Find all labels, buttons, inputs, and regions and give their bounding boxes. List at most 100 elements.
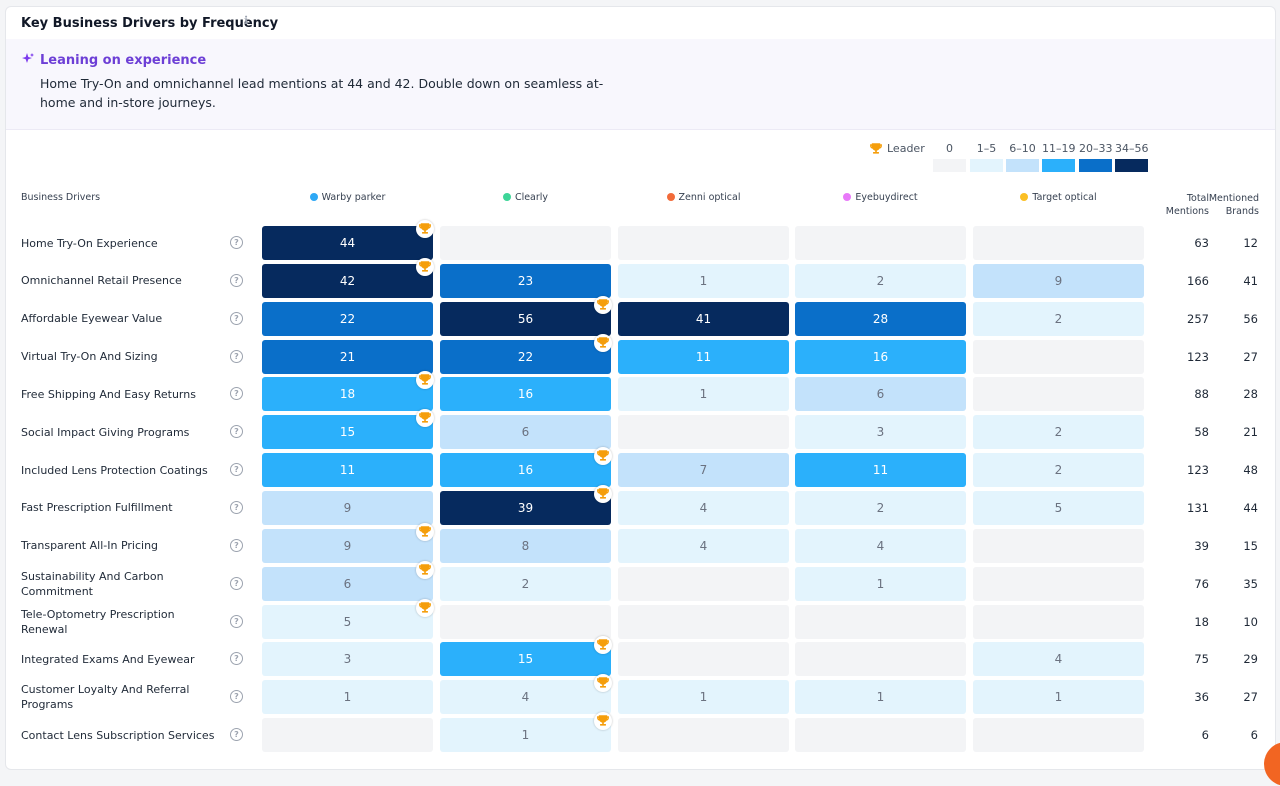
column-header: Target optical [973,192,1144,203]
leader-trophy [416,598,434,617]
heat-cell: 1 [440,718,611,753]
heat-cell [973,377,1144,412]
insight-title: Leaning on experience [40,53,207,68]
heat-cell: 3 [795,415,966,450]
help-icon[interactable]: ? [230,236,243,249]
heat-cell: 6 [440,415,611,450]
legend-bin-label: 34–56 [1115,142,1149,155]
leader-trophy [594,636,612,655]
mentioned-brands: 27 [1243,349,1258,364]
help-icon[interactable]: ? [230,500,243,514]
legend-bin-label: 0 [946,142,953,155]
heat-cell: 4 [795,528,966,563]
heat-cell [795,604,966,639]
column-name: Zenni optical [678,192,741,203]
card-title: Key Business Drivers by Frequency [21,16,279,31]
heat-cell: 1 [795,680,966,715]
mentioned-brands: 12 [1243,236,1258,250]
help-icon[interactable]: ? [230,652,243,666]
help-icon[interactable]: ? [230,614,243,628]
heat-cell [795,642,966,677]
column-header: Eyebuydirect [795,192,966,203]
leader-trophy [416,409,434,428]
heat-cell: 2 [973,415,1144,450]
leader-trophy [594,333,612,352]
heat-cell [618,415,789,450]
heat-cell: 44 [262,226,433,260]
heat-cell: 8 [440,528,611,563]
legend-bin-label: 1–5 [976,142,997,155]
heat-cell [262,718,433,753]
total-mentions: 39 [1194,538,1209,553]
heat-cell: 23 [440,263,611,298]
column-dot [1020,193,1029,201]
heat-cell [973,339,1144,374]
column-header: Warby parker [262,192,433,203]
leader-trophy [594,447,612,466]
heat-cell: 1 [795,566,966,601]
legend-swatch [1042,159,1075,172]
heat-cell: 1 [618,377,789,412]
column-header: Clearly [440,192,611,203]
total-mentions: 63 [1194,236,1209,250]
heat-cell [795,718,966,753]
help-icon[interactable]: ? [230,463,243,477]
heat-cell [618,642,789,677]
row-label: Affordable Eyewear Value [21,312,163,326]
legend-bin-label: 11–19 [1042,142,1076,155]
info-icon[interactable]: ℹ [244,14,249,27]
heat-cell: 56 [440,301,611,336]
total-mentions: 166 [1187,273,1209,288]
help-icon[interactable]: ? [230,387,243,401]
mentioned-brands: 6 [1250,728,1258,743]
help-icon[interactable]: ? [230,576,243,590]
heat-cell [973,604,1144,639]
leader-trophy [416,522,434,541]
heat-cell: 7 [618,453,789,488]
total-mentions: 131 [1187,500,1209,515]
total-mentions: 6 [1201,728,1209,743]
column-name: Target optical [1032,192,1097,203]
column-header: Zenni optical [618,192,789,203]
help-icon[interactable]: ? [230,538,243,552]
row-label: Home Try-On Experience [21,236,158,250]
row-label: Free Shipping And Easy Returns [21,387,196,401]
heat-cell: 6 [262,566,433,601]
card: Key Business Drivers by Frequency ℹ Lean… [5,6,1276,770]
chat-button[interactable] [1264,742,1280,786]
leader-trophy [594,712,612,731]
leader-trophy [594,484,612,503]
help-icon[interactable]: ? [230,349,243,363]
help-icon[interactable]: ? [230,690,243,704]
heat-cell: 3 [262,642,433,677]
row-label: Sustainability And Carbon Commitment [21,569,164,598]
legend-swatch [933,159,966,172]
heat-cell [440,226,611,260]
total-mentions: 18 [1194,614,1209,629]
heat-cell: 22 [440,339,611,374]
help-icon[interactable]: ? [230,311,243,325]
heat-cell: 2 [973,301,1144,336]
mentioned-brands: 56 [1243,311,1258,326]
leader-trophy [416,220,434,238]
heat-cell: 4 [618,490,789,525]
mentioned-brands: 10 [1243,614,1258,629]
help-icon[interactable]: ? [230,728,243,742]
leader-trophy [594,295,612,314]
row-label: Omnichannel Retail Presence [21,274,182,288]
column-dot [502,193,511,201]
help-icon[interactable]: ? [230,425,243,439]
heat-cell: 4 [618,528,789,563]
legend-swatch [1079,159,1112,172]
brands-header: Mentioned Brands [1208,193,1259,217]
heat-cell: 9 [262,528,433,563]
column-dot [309,193,318,201]
row-label: Included Lens Protection Coatings [21,463,208,477]
heat-cell [973,226,1144,260]
heat-cell: 9 [973,263,1144,298]
legend-bin-label: 6–10 [1009,142,1036,155]
help-icon[interactable]: ? [230,273,243,287]
heat-cell: 9 [262,490,433,525]
heat-cell [618,604,789,639]
